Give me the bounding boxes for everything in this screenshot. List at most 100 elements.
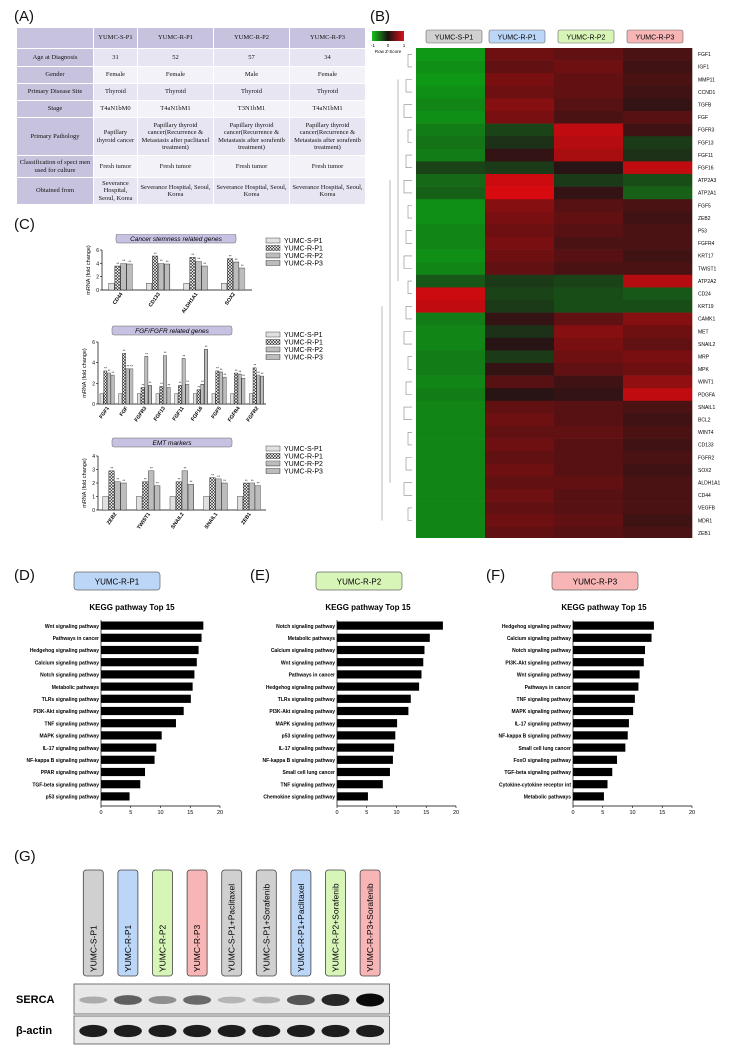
heatmap-cell bbox=[416, 325, 486, 339]
significance-mark: ** bbox=[220, 368, 223, 372]
significance-mark: ** bbox=[144, 477, 147, 481]
kegg-bar bbox=[337, 621, 443, 630]
y-axis-label: mRNA (fold change) bbox=[82, 458, 88, 508]
bar bbox=[122, 353, 126, 405]
heatmap-gene-label: CAMK1 bbox=[698, 317, 715, 323]
significance-mark: ** bbox=[167, 383, 170, 387]
category-label: ZEB2 bbox=[106, 512, 119, 526]
heatmap-gene-label: CD133 bbox=[698, 443, 714, 449]
kegg-bar bbox=[337, 633, 430, 642]
heatmap-cell bbox=[554, 60, 624, 74]
kegg-bar bbox=[101, 743, 157, 752]
legend-label: YUMC-S-P1 bbox=[284, 238, 323, 245]
significance-mark: ** bbox=[245, 479, 248, 483]
bar bbox=[196, 389, 201, 405]
kegg-bar bbox=[101, 658, 197, 667]
heatmap-cell bbox=[554, 489, 624, 502]
color-key-label: Row Z-Score bbox=[375, 49, 402, 54]
heatmap-cell bbox=[623, 60, 693, 74]
chart-title: FGF/FGFR related genes bbox=[135, 328, 209, 335]
bar bbox=[137, 393, 141, 405]
bar bbox=[230, 393, 235, 405]
heatmap-gene-label: CD44 bbox=[698, 493, 711, 499]
heatmap-cell bbox=[416, 60, 486, 74]
heatmap-cell bbox=[623, 463, 693, 477]
blot-band bbox=[286, 994, 315, 1006]
y-tick-label: 6 bbox=[96, 248, 99, 254]
bar bbox=[209, 477, 216, 511]
significance-mark: ** bbox=[184, 467, 187, 471]
bar bbox=[183, 283, 190, 291]
heatmap-cell bbox=[554, 161, 624, 175]
table-cell: Fresh tumor bbox=[136, 155, 215, 178]
legend-label: YUMC-R-P3 bbox=[284, 261, 323, 268]
dendrogram-branch bbox=[403, 255, 412, 269]
significance-mark: ** bbox=[257, 371, 260, 375]
lane-label: YUMC-R-P3+Sorafenib bbox=[365, 883, 375, 972]
heatmap-cell bbox=[485, 249, 555, 263]
heatmap-cell bbox=[485, 388, 555, 402]
heatmap-cell bbox=[623, 400, 693, 414]
significance-mark: ** bbox=[145, 352, 148, 356]
kegg-pathway-label: IL-17 signaling pathway bbox=[515, 721, 572, 727]
kegg-x-tick-label: 15 bbox=[423, 810, 429, 815]
heatmap-gene-label: TGFB bbox=[698, 103, 712, 109]
y-tick-label: 2 bbox=[92, 381, 95, 387]
significance-mark: ** bbox=[160, 259, 163, 263]
heatmap-cell bbox=[554, 300, 624, 313]
heatmap-column-tag bbox=[626, 29, 684, 44]
kegg-bar bbox=[101, 621, 204, 630]
legend-swatch bbox=[265, 260, 281, 266]
heatmap-column-label: YUMC-R-P1 bbox=[498, 35, 537, 42]
heatmap-cell bbox=[485, 224, 555, 238]
kegg-pathway-label: PI3K-Akt signaling pathway bbox=[269, 709, 335, 715]
kegg-bar bbox=[101, 670, 195, 679]
significance-mark: ** bbox=[251, 479, 254, 483]
kegg-pathway-label: MAPK signaling pathway bbox=[276, 721, 336, 727]
significance-mark: ** bbox=[205, 345, 208, 349]
heatmap-cell bbox=[554, 98, 624, 112]
heatmap-cell bbox=[554, 274, 624, 288]
heatmap-cell bbox=[485, 287, 555, 301]
panel-label-d: (D) bbox=[14, 567, 35, 584]
heatmap-cell bbox=[416, 451, 486, 465]
heatmap-cell bbox=[623, 426, 693, 439]
heatmap-cell bbox=[485, 48, 555, 61]
kegg-bar bbox=[337, 767, 390, 777]
kegg-pathway-label: TNF signaling pathway bbox=[45, 721, 100, 727]
lane-label-box bbox=[117, 869, 139, 977]
bar bbox=[242, 482, 249, 511]
bar bbox=[158, 263, 165, 291]
heatmap-gene-label: TWIST1 bbox=[698, 266, 717, 272]
bar bbox=[189, 257, 196, 291]
heatmap-gene-label: MMP11 bbox=[698, 77, 715, 83]
heatmap-gene-label: BCL2 bbox=[698, 418, 711, 424]
table-row: Classification of speci men used for cul… bbox=[16, 155, 366, 178]
kegg-bar bbox=[573, 780, 608, 789]
legend-label: YUMC-R-P1 bbox=[284, 340, 323, 347]
heatmap-gene-label: MDR1 bbox=[698, 518, 712, 524]
heatmap-cell bbox=[554, 262, 624, 276]
bar bbox=[221, 283, 228, 291]
heatmap-cell bbox=[623, 161, 693, 175]
significance-mark: ** bbox=[108, 369, 111, 373]
bar bbox=[120, 482, 127, 511]
legend-swatch bbox=[265, 252, 281, 259]
heatmap-cell bbox=[623, 249, 693, 263]
heatmap-cell bbox=[485, 136, 555, 150]
category-label: SNAIL2 bbox=[170, 512, 186, 531]
heatmap-gene-label: IGF1 bbox=[698, 65, 709, 71]
heatmap-cell bbox=[554, 85, 624, 99]
bar bbox=[252, 367, 257, 405]
legend-label: YUMC-R-P3 bbox=[284, 355, 323, 362]
category-label: TWIST1 bbox=[136, 512, 152, 531]
heatmap-gene-label: MRP bbox=[698, 355, 710, 361]
bar bbox=[215, 370, 220, 405]
bar bbox=[114, 481, 121, 511]
significance-mark: ** bbox=[257, 482, 260, 486]
lane-label: YUMC-S-P1 bbox=[88, 925, 98, 972]
significance-mark: ** bbox=[141, 383, 144, 387]
heatmap-gene-label: PDGFA bbox=[698, 392, 716, 398]
blot-band bbox=[252, 996, 281, 1004]
bar bbox=[163, 355, 167, 405]
